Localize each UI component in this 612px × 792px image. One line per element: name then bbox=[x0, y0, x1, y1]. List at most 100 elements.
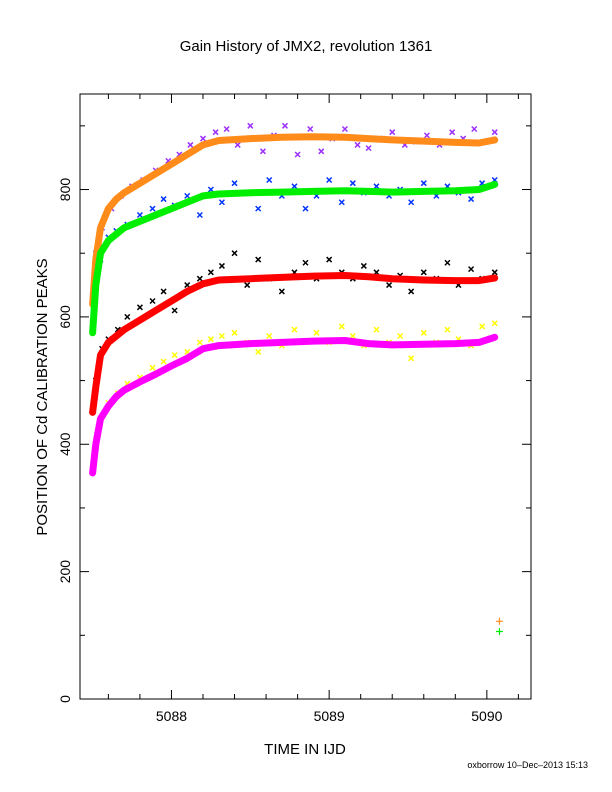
scatter-point bbox=[199, 135, 207, 142]
scatter-point bbox=[212, 129, 219, 136]
x-tick-label: 5090 bbox=[471, 708, 502, 724]
scatter-point bbox=[244, 282, 251, 289]
y-tick-label: 400 bbox=[57, 432, 73, 456]
scatter-point bbox=[231, 180, 238, 187]
scatter-point bbox=[471, 125, 478, 133]
outlier-point bbox=[495, 627, 503, 635]
y-axis-label: POSITION OF Cd CALIBRATION PEAKS bbox=[34, 258, 51, 535]
scatter-point bbox=[291, 326, 298, 333]
scatter-point bbox=[420, 180, 427, 187]
scatter-point bbox=[349, 332, 356, 340]
scatter-point bbox=[231, 329, 238, 336]
start-point bbox=[97, 352, 104, 359]
scatter-point bbox=[338, 323, 345, 330]
scatter-point bbox=[218, 332, 225, 340]
x-tick-label: 5088 bbox=[156, 708, 187, 724]
scatter-point bbox=[420, 329, 427, 336]
scatter-point bbox=[207, 336, 214, 343]
scatter-point bbox=[420, 269, 427, 276]
scatter-point bbox=[196, 339, 203, 346]
scatter-point bbox=[444, 259, 451, 266]
scatter-point bbox=[196, 211, 203, 219]
smooth-line bbox=[89, 272, 499, 416]
scatter-point bbox=[349, 180, 356, 187]
scatter-point bbox=[207, 269, 214, 276]
scatter-point bbox=[281, 122, 289, 129]
scatter-point bbox=[491, 269, 498, 276]
scatter-point bbox=[278, 288, 285, 295]
scatter-point bbox=[423, 132, 430, 139]
scatter-point bbox=[218, 262, 225, 269]
scatter-point bbox=[160, 196, 167, 203]
x-axis-label: TIME IN IJD bbox=[264, 741, 346, 758]
scatter-point bbox=[354, 141, 361, 148]
scatter-point bbox=[294, 151, 301, 158]
x-tick-label: 5089 bbox=[314, 708, 345, 724]
scatter-point bbox=[149, 364, 156, 371]
y-tick-label: 800 bbox=[57, 178, 73, 202]
scatter-point bbox=[160, 358, 167, 365]
scatter-point bbox=[136, 304, 143, 311]
scatter-point bbox=[187, 141, 194, 148]
scatter-point bbox=[479, 323, 486, 330]
y-tick-label: 200 bbox=[57, 560, 73, 584]
smooth-line bbox=[89, 180, 499, 337]
scatter-point bbox=[365, 145, 372, 152]
scatter-point bbox=[302, 205, 309, 212]
start-point bbox=[97, 415, 104, 422]
scatter-point bbox=[124, 313, 131, 320]
scatter-point bbox=[149, 205, 156, 212]
plot-frame bbox=[79, 93, 532, 700]
scatter-point bbox=[247, 122, 254, 129]
scatter-series-group bbox=[92, 250, 498, 384]
scatter-point bbox=[231, 250, 238, 257]
scatter-point bbox=[207, 186, 214, 193]
scatter-point bbox=[338, 199, 345, 206]
scatter-point bbox=[397, 332, 404, 340]
start-point bbox=[92, 282, 99, 289]
start-point bbox=[89, 469, 96, 476]
scatter-point bbox=[307, 125, 314, 133]
start-point bbox=[89, 329, 96, 336]
x-axis: 5088 5089 5090 bbox=[107, 94, 519, 724]
scatter-point bbox=[408, 355, 415, 362]
scatter-point bbox=[196, 275, 203, 282]
scatter-point bbox=[373, 326, 380, 333]
smooth-line bbox=[89, 133, 499, 308]
chart-title: Gain History of JMX2, revolution 1361 bbox=[180, 38, 433, 55]
scatter-point bbox=[444, 326, 451, 333]
scatter-point bbox=[326, 256, 333, 263]
scatter-point bbox=[360, 262, 367, 269]
scatter-point bbox=[171, 352, 178, 359]
scatter-point bbox=[160, 288, 167, 295]
scatter-point bbox=[255, 205, 262, 212]
scatter-point bbox=[266, 176, 273, 184]
scatter-point bbox=[255, 348, 262, 355]
scatter-point bbox=[313, 329, 320, 336]
start-point bbox=[89, 409, 96, 416]
scatter-point bbox=[468, 266, 475, 273]
footer-credit: oxborrow 10–Dec–2013 15:13 bbox=[467, 760, 588, 770]
scatter-point bbox=[218, 199, 225, 206]
scatter-point bbox=[171, 307, 178, 314]
scatter-point bbox=[468, 196, 475, 203]
scatter-point bbox=[341, 125, 348, 133]
scatter-point bbox=[491, 320, 498, 327]
y-axis: 0 200 400 600 800 bbox=[57, 125, 531, 703]
start-point bbox=[97, 224, 104, 231]
scatter-point bbox=[302, 259, 309, 266]
scatter-point bbox=[223, 125, 230, 133]
y-tick-label: 0 bbox=[57, 695, 73, 703]
start-point bbox=[92, 383, 99, 390]
scatter-point bbox=[386, 282, 393, 289]
scatter-point bbox=[408, 199, 415, 206]
scatter-point bbox=[136, 211, 143, 219]
scatter-point bbox=[491, 129, 498, 136]
scatter-point bbox=[149, 297, 156, 305]
scatter-point bbox=[389, 129, 396, 136]
scatter-point bbox=[408, 288, 415, 295]
scatter-point bbox=[326, 176, 333, 184]
scatter-point bbox=[255, 256, 262, 263]
scatter-point bbox=[373, 183, 380, 190]
